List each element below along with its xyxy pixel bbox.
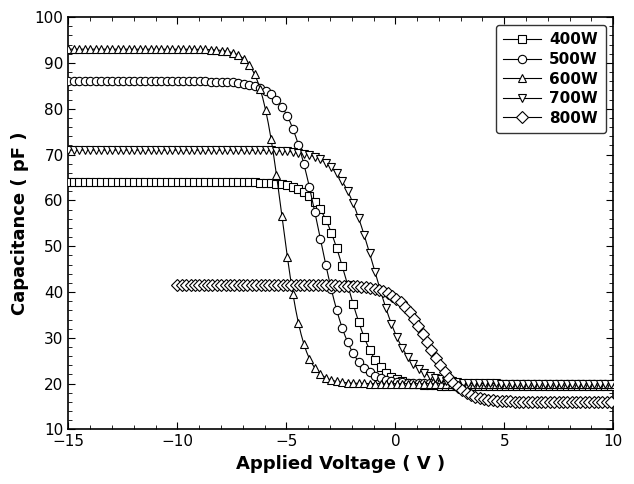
400W (98, 179, 105, 185)
700W (86, 147, 94, 153)
500W (609, 381, 617, 387)
700W (563, 381, 571, 387)
800W (174, 282, 181, 288)
400W (609, 383, 617, 389)
700W (65, 147, 72, 153)
600W (86, 46, 94, 52)
400W (582, 383, 590, 389)
600W (65, 46, 72, 52)
400W (210, 179, 217, 185)
X-axis label: Applied Voltage ( V ): Applied Voltage ( V ) (236, 455, 446, 473)
600W (609, 381, 617, 387)
500W (65, 78, 72, 84)
400W (86, 179, 94, 185)
500W (98, 78, 105, 84)
800W (290, 282, 297, 288)
700W (609, 381, 617, 387)
600W (98, 46, 105, 52)
800W (255, 282, 262, 288)
600W (210, 47, 217, 53)
800W (573, 399, 580, 405)
800W (200, 282, 207, 288)
700W (98, 147, 105, 153)
Legend: 400W, 500W, 600W, 700W, 800W: 400W, 500W, 600W, 700W, 800W (496, 25, 605, 134)
Line: 600W: 600W (64, 45, 618, 388)
Line: 700W: 700W (65, 146, 617, 388)
500W (582, 381, 590, 387)
700W (582, 381, 590, 387)
700W (210, 147, 217, 153)
400W (65, 179, 72, 185)
Line: 800W: 800W (173, 281, 618, 407)
600W (582, 381, 590, 387)
800W (609, 399, 617, 405)
500W (166, 78, 174, 84)
800W (588, 399, 595, 405)
800W (191, 282, 198, 288)
600W (166, 46, 174, 52)
600W (563, 381, 571, 387)
700W (166, 147, 174, 153)
500W (210, 79, 217, 85)
500W (563, 381, 571, 387)
Line: 400W: 400W (65, 178, 617, 390)
400W (563, 383, 571, 389)
500W (86, 78, 94, 84)
Y-axis label: Capacitance ( pF ): Capacitance ( pF ) (11, 132, 29, 315)
400W (166, 179, 174, 185)
Line: 500W: 500W (64, 77, 618, 388)
